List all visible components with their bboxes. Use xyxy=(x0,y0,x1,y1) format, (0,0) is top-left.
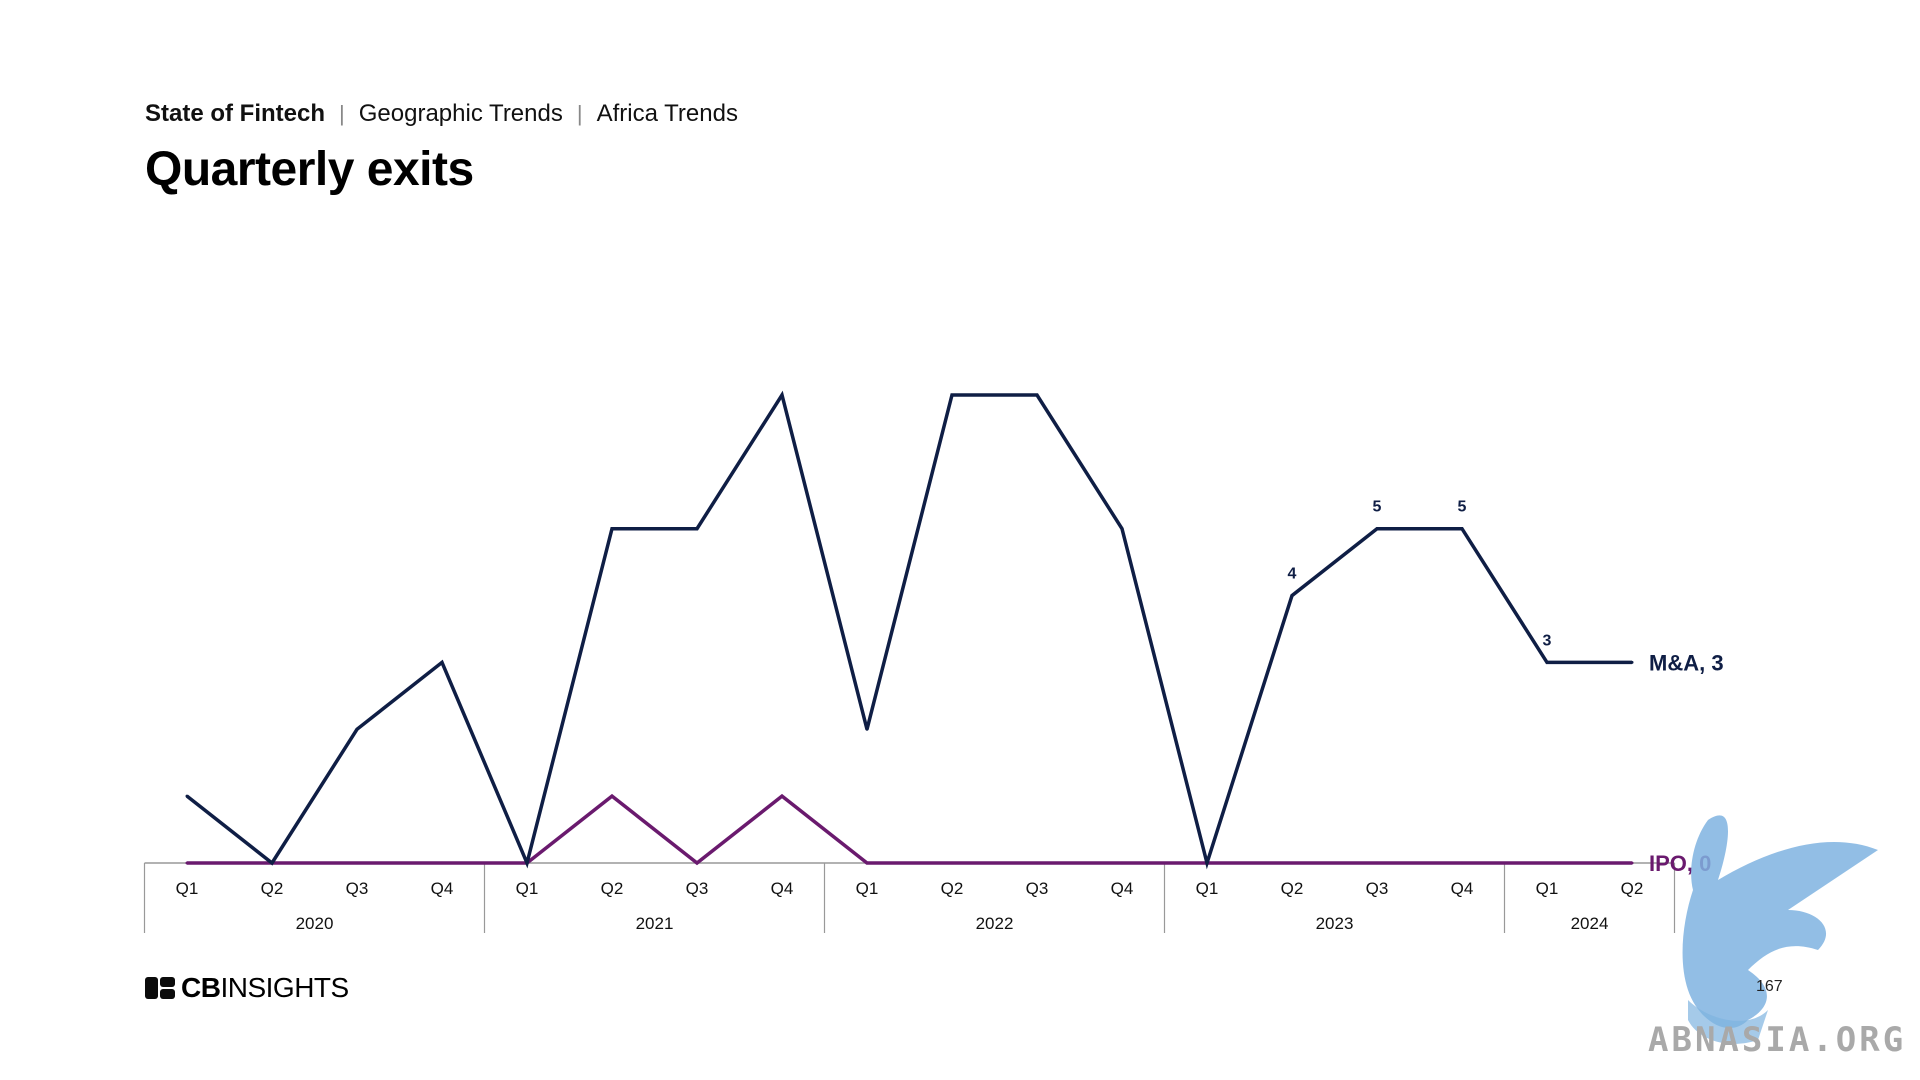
cb-insights-logo-icon xyxy=(145,977,175,999)
data-point xyxy=(185,794,189,798)
data-point xyxy=(950,861,954,865)
x-axis-year-label: 2022 xyxy=(976,914,1014,933)
data-point xyxy=(185,861,189,865)
data-label: 3 xyxy=(1543,632,1552,649)
breadcrumb-separator: | xyxy=(576,101,583,126)
series-line-ipo xyxy=(187,793,1632,866)
data-point xyxy=(1035,861,1039,865)
data-point xyxy=(525,861,529,865)
data-point xyxy=(1120,861,1124,865)
breadcrumb-item-state-of-fintech[interactable]: State of Fintech xyxy=(145,100,326,127)
data-point xyxy=(355,727,359,731)
data-point xyxy=(1545,660,1549,664)
series-line-ma xyxy=(185,390,1632,870)
x-axis-tick-label: Q4 xyxy=(1451,879,1474,898)
data-point xyxy=(610,794,614,798)
data-point xyxy=(1120,527,1124,531)
data-point xyxy=(1290,594,1294,598)
x-axis-tick-label: Q2 xyxy=(1281,879,1304,898)
data-label: 5 xyxy=(1373,499,1382,516)
data-point xyxy=(1035,393,1039,397)
data-point xyxy=(1545,861,1549,865)
breadcrumb-item-geographic-trends[interactable]: Geographic Trends xyxy=(358,100,563,127)
data-point xyxy=(440,660,444,664)
cb-insights-logo-text: CBINSIGHTS xyxy=(181,972,349,1003)
data-label: 5 xyxy=(1458,499,1467,516)
data-point xyxy=(1205,861,1209,865)
cb-insights-logo: CBINSIGHTS xyxy=(145,972,349,1004)
x-axis-tick-label: Q3 xyxy=(1026,879,1049,898)
data-point xyxy=(1375,861,1379,865)
x-axis-tick-label: Q3 xyxy=(346,879,369,898)
x-axis-tick-label: Q2 xyxy=(1621,879,1644,898)
data-label: 4 xyxy=(1288,566,1297,583)
data-point xyxy=(355,861,359,865)
data-point xyxy=(865,727,869,731)
x-axis-year-label: 2021 xyxy=(636,914,674,933)
data-point xyxy=(1460,861,1464,865)
x-axis-year-label: 2024 xyxy=(1571,914,1609,933)
breadcrumb-separator: | xyxy=(339,101,345,126)
breadcrumb: State of Fintech | Geographic Trends | A… xyxy=(145,100,738,128)
x-axis-tick-label: Q3 xyxy=(686,879,709,898)
breadcrumb-item-africa-trends[interactable]: Africa Trends xyxy=(596,100,738,127)
data-point xyxy=(865,861,869,865)
data-point xyxy=(950,393,954,397)
x-axis-year-label: 2023 xyxy=(1316,914,1354,933)
x-axis-year-label: 2020 xyxy=(296,914,334,933)
data-point xyxy=(1630,861,1634,865)
data-point xyxy=(1630,660,1634,664)
data-point xyxy=(695,861,699,865)
x-axis-tick-label: Q2 xyxy=(601,879,624,898)
page-number: 167 xyxy=(1756,978,1783,995)
data-point xyxy=(610,527,614,531)
x-axis-tick-label: Q2 xyxy=(261,879,284,898)
x-axis-tick-label: Q1 xyxy=(1196,879,1219,898)
data-point xyxy=(1460,527,1464,531)
x-axis-tick-label: Q1 xyxy=(516,879,539,898)
x-axis-tick-label: Q4 xyxy=(771,879,794,898)
data-point xyxy=(440,861,444,865)
data-point xyxy=(1290,861,1294,865)
x-axis-tick-label: Q4 xyxy=(1111,879,1134,898)
x-axis-tick-label: Q4 xyxy=(431,879,454,898)
x-axis-tick-label: Q2 xyxy=(941,879,964,898)
data-point xyxy=(780,794,784,798)
x-axis-tick-label: Q1 xyxy=(176,879,199,898)
x-axis-tick-label: Q1 xyxy=(856,879,879,898)
x-axis-tick-label: Q1 xyxy=(1536,879,1559,898)
data-point xyxy=(780,393,784,397)
series-end-label: M&A, 3 xyxy=(1649,650,1724,675)
data-point xyxy=(1375,527,1379,531)
page-title: Quarterly exits xyxy=(145,143,474,196)
data-point xyxy=(695,527,699,531)
data-point xyxy=(270,861,274,865)
x-axis-tick-label: Q3 xyxy=(1366,879,1389,898)
watermark-text: ABNASIA.ORG xyxy=(1648,1020,1907,1060)
griffin-watermark-icon xyxy=(1682,815,1878,1044)
